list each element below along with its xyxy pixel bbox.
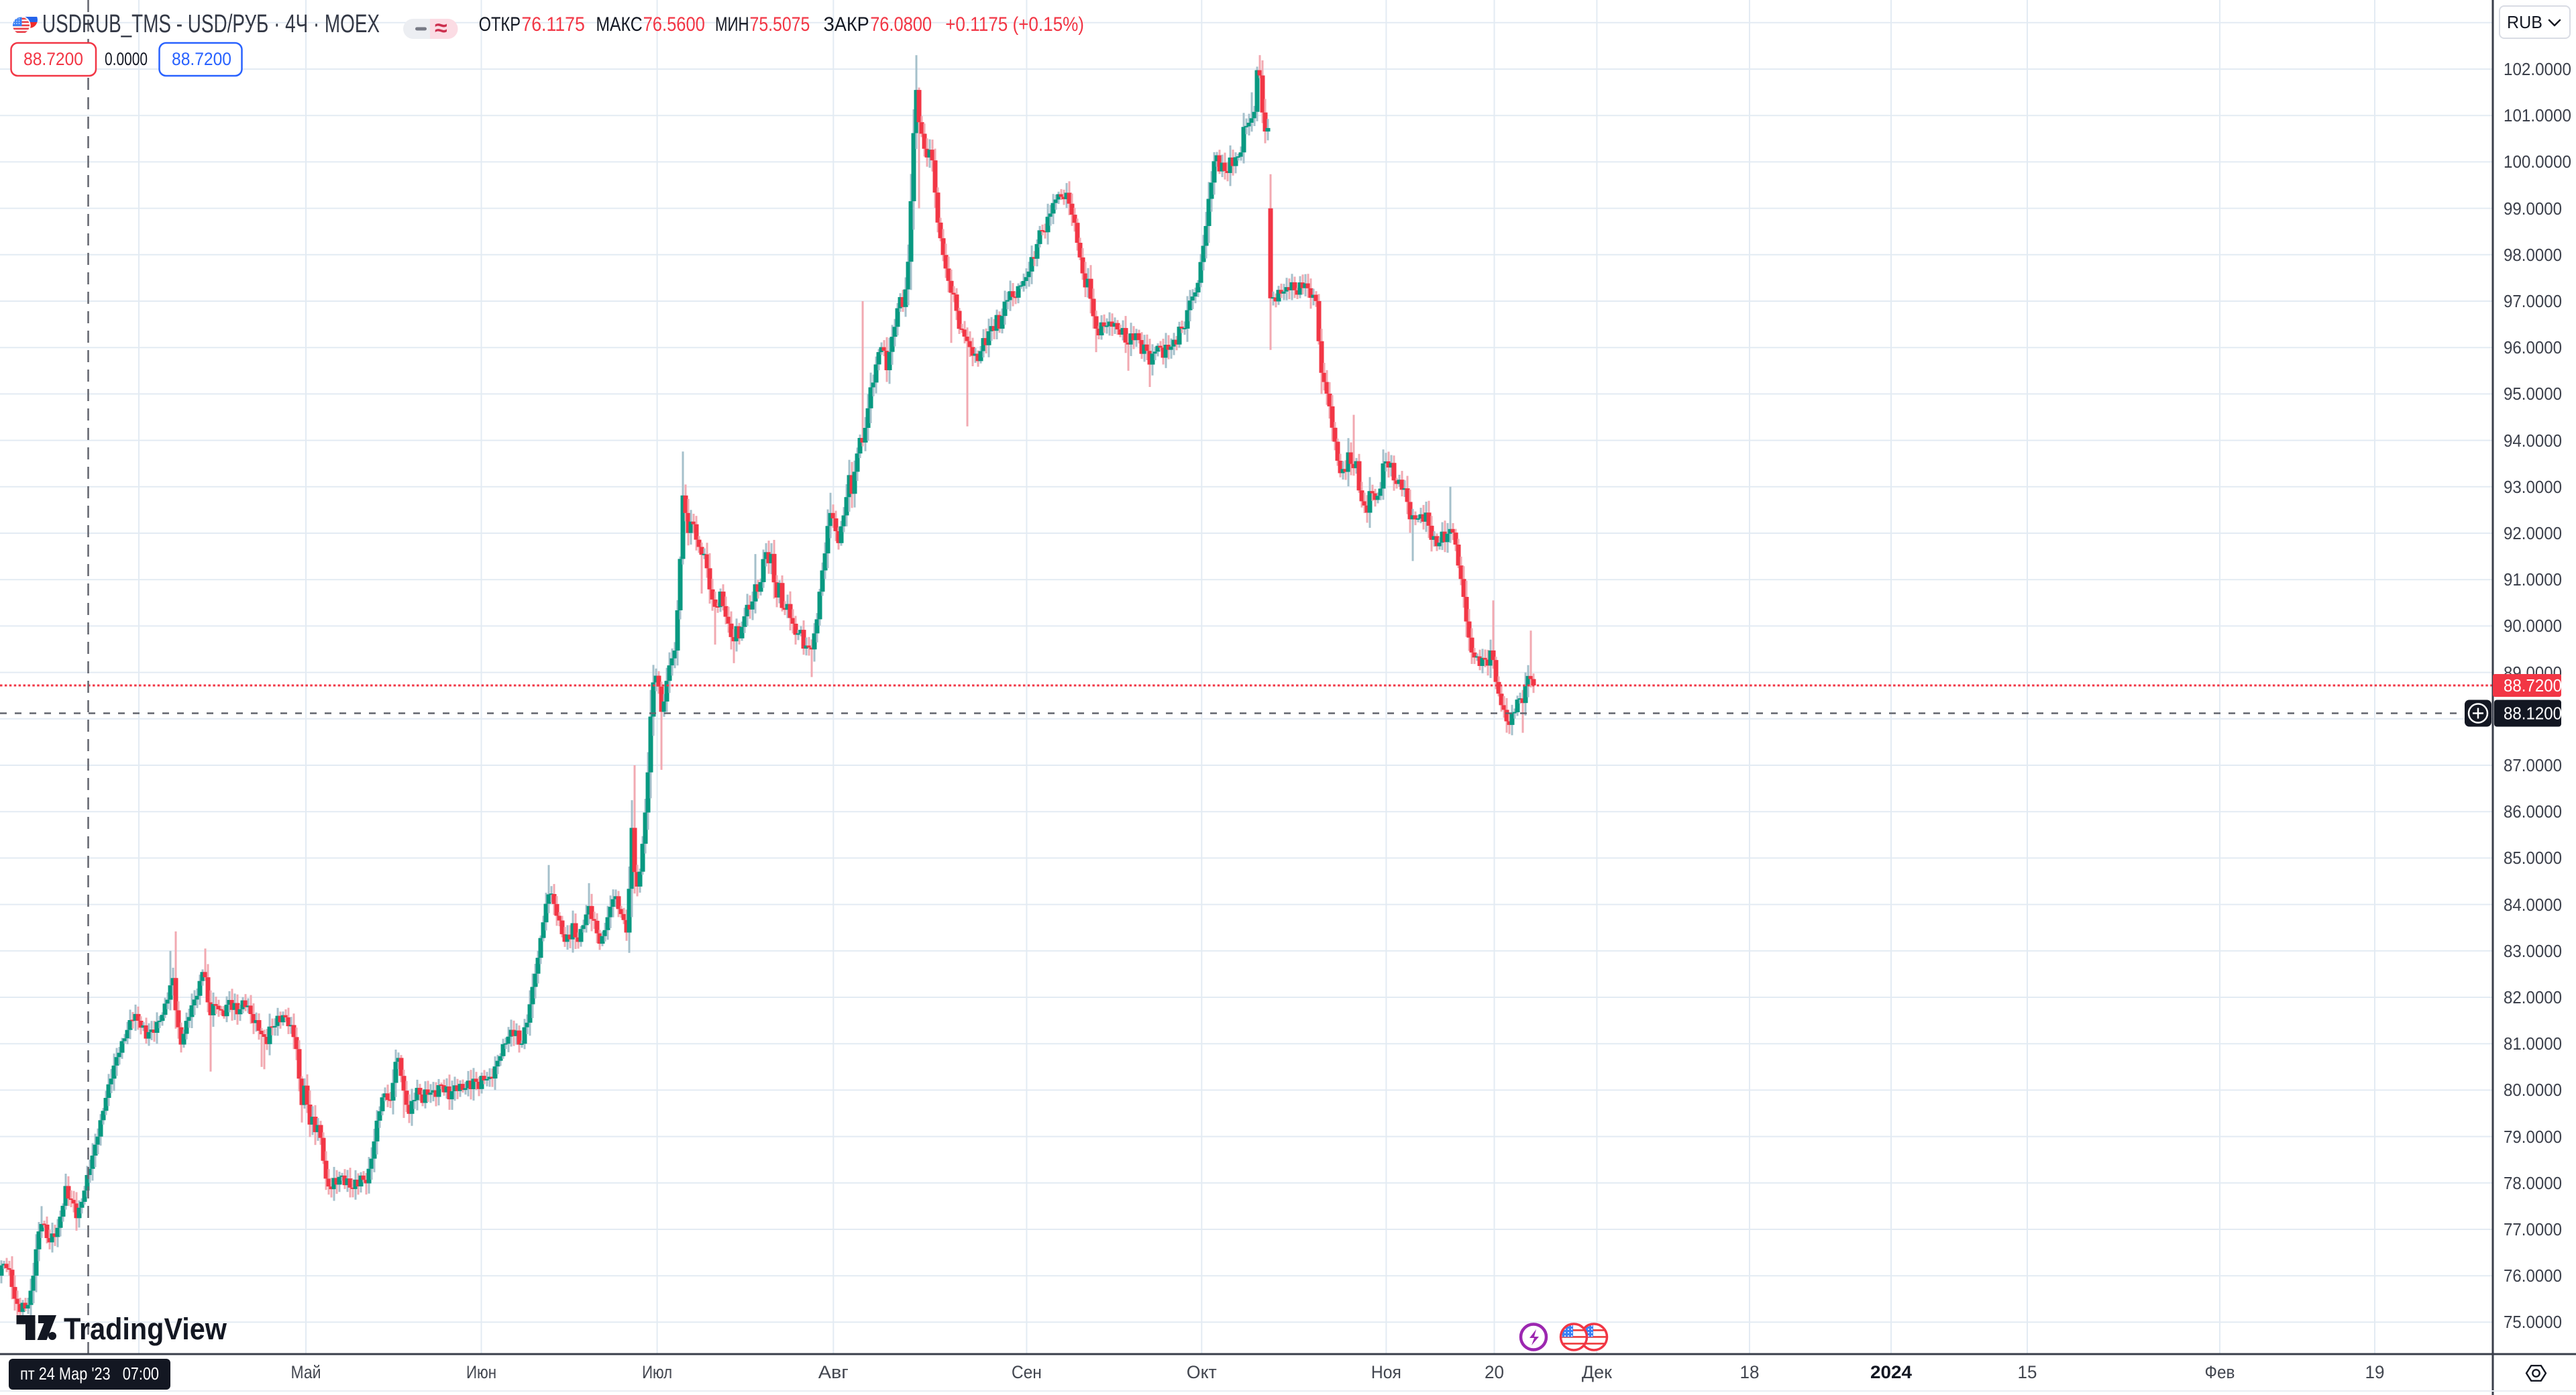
- svg-text:ЗАКР: ЗАКР: [824, 13, 869, 36]
- svg-text:99.0000: 99.0000: [2504, 199, 2562, 219]
- svg-text:0.0000: 0.0000: [105, 49, 148, 69]
- svg-text:78.0000: 78.0000: [2504, 1173, 2562, 1193]
- svg-text:88.1200: 88.1200: [2504, 704, 2562, 724]
- svg-text:Май: Май: [291, 1362, 321, 1382]
- svg-text:Ноя: Ноя: [1371, 1362, 1401, 1382]
- svg-text:98.0000: 98.0000: [2504, 245, 2562, 265]
- svg-text:+0.1175 (+0.15%): +0.1175 (+0.15%): [945, 13, 1084, 36]
- svg-text:96.0000: 96.0000: [2504, 337, 2562, 357]
- svg-text:82.0000: 82.0000: [2504, 987, 2562, 1007]
- svg-text:91.0000: 91.0000: [2504, 569, 2562, 590]
- svg-text:20: 20: [1485, 1362, 1504, 1382]
- svg-text:95.0000: 95.0000: [2504, 384, 2562, 404]
- svg-text:18: 18: [1740, 1362, 1760, 1382]
- svg-text:76.0800: 76.0800: [870, 13, 932, 36]
- svg-text:77.0000: 77.0000: [2504, 1219, 2562, 1239]
- svg-text:2024: 2024: [1870, 1362, 1912, 1382]
- svg-text:101.0000: 101.0000: [2504, 105, 2571, 125]
- svg-text:15: 15: [2018, 1362, 2037, 1382]
- svg-text:76.1175: 76.1175: [521, 13, 584, 36]
- svg-text:Окт: Окт: [1187, 1362, 1217, 1382]
- svg-text:85.0000: 85.0000: [2504, 848, 2562, 868]
- svg-text:92.0000: 92.0000: [2504, 523, 2562, 543]
- svg-text:88.7200: 88.7200: [23, 49, 83, 69]
- svg-text:ОТКР: ОТКР: [479, 13, 521, 36]
- svg-text:Дек: Дек: [1582, 1362, 1612, 1382]
- svg-text:102.0000: 102.0000: [2504, 59, 2571, 79]
- svg-text:86.0000: 86.0000: [2504, 801, 2562, 822]
- svg-text:МАКС: МАКС: [596, 13, 642, 36]
- svg-text:83.0000: 83.0000: [2504, 941, 2562, 961]
- svg-text:80.0000: 80.0000: [2504, 1080, 2562, 1100]
- svg-text:79.0000: 79.0000: [2504, 1127, 2562, 1147]
- svg-text:93.0000: 93.0000: [2504, 477, 2562, 497]
- svg-text:пт 24 Мар '23 07:00: пт 24 Мар '23 07:00: [20, 1363, 159, 1384]
- svg-text:94.0000: 94.0000: [2504, 431, 2562, 451]
- svg-text:USDRUB_TMS - USD/РУБ · 4Ч · MO: USDRUB_TMS - USD/РУБ · 4Ч · MOEX: [42, 10, 380, 38]
- svg-text:88.7200: 88.7200: [2504, 675, 2562, 695]
- svg-text:97.0000: 97.0000: [2504, 291, 2562, 311]
- svg-text:Фев: Фев: [2205, 1362, 2235, 1382]
- svg-text:Июл: Июл: [642, 1362, 672, 1382]
- svg-text:19: 19: [2365, 1362, 2385, 1382]
- svg-text:Авг: Авг: [818, 1362, 849, 1382]
- svg-text:МИН: МИН: [715, 13, 749, 36]
- svg-text:TradingView: TradingView: [64, 1312, 227, 1346]
- svg-text:100.0000: 100.0000: [2504, 152, 2571, 172]
- svg-text:75.5075: 75.5075: [750, 13, 810, 36]
- svg-text:84.0000: 84.0000: [2504, 895, 2562, 915]
- svg-text:90.0000: 90.0000: [2504, 616, 2562, 636]
- svg-text:76.5600: 76.5600: [643, 13, 705, 36]
- svg-text:RUB: RUB: [2507, 12, 2542, 32]
- svg-text:81.0000: 81.0000: [2504, 1034, 2562, 1054]
- svg-text:≈: ≈: [435, 15, 447, 41]
- svg-text:76.0000: 76.0000: [2504, 1266, 2562, 1286]
- svg-text:88.7200: 88.7200: [172, 49, 231, 69]
- svg-text:75.0000: 75.0000: [2504, 1312, 2562, 1332]
- svg-text:87.0000: 87.0000: [2504, 755, 2562, 775]
- svg-text:Июн: Июн: [466, 1362, 496, 1382]
- svg-text:Сен: Сен: [1012, 1362, 1042, 1382]
